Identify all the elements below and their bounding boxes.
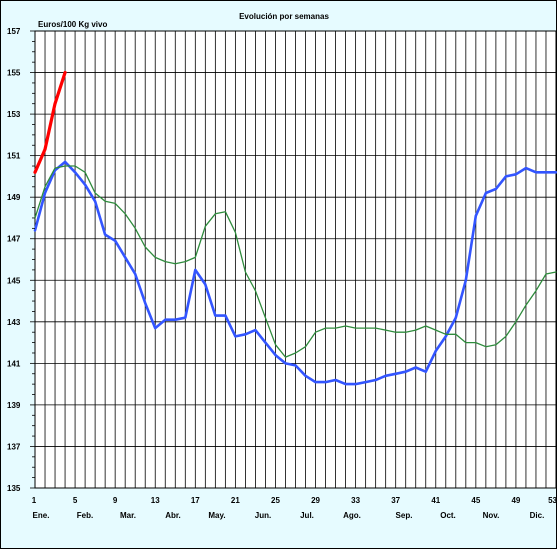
x-tick-label: 45 [471, 496, 480, 505]
month-label: Dic. [530, 511, 545, 520]
month-label: Oct. [440, 511, 456, 520]
y-tick-label: 151 [7, 152, 21, 161]
y-tick-label: 143 [7, 318, 21, 327]
y-tick-label: 135 [7, 484, 21, 493]
month-label: May. [208, 511, 225, 520]
x-tick-label: 25 [271, 496, 280, 505]
x-tick-label: 37 [391, 496, 400, 505]
month-label: Abr. [165, 511, 181, 520]
month-label: Jun. [255, 511, 271, 520]
series-line-3 [34, 165, 557, 358]
chart-title: Evolución por semanas [239, 12, 329, 21]
month-label: Feb. [77, 511, 93, 520]
series-line-2 [33, 160, 557, 386]
series-line-1 [33, 70, 67, 174]
y-tick-label: 137 [7, 442, 21, 451]
y-tick-label: 147 [7, 235, 21, 244]
y-tick-label: 153 [7, 110, 21, 119]
x-tick-label: 17 [191, 496, 200, 505]
month-label: Jul. [300, 511, 314, 520]
x-tick-label: 13 [151, 496, 160, 505]
month-label: Sep. [396, 511, 413, 520]
y-tick-label: 139 [7, 401, 21, 410]
x-tick-label: 41 [431, 496, 440, 505]
month-label: Nov. [483, 511, 500, 520]
y-tick-label: 149 [7, 193, 21, 202]
y-tick-label: 155 [7, 69, 21, 78]
x-tick-label: 1 [32, 496, 37, 505]
x-tick-label: 21 [231, 496, 240, 505]
x-tick-label: 29 [311, 496, 320, 505]
month-label: Ene. [33, 511, 50, 520]
x-tick-label: 33 [351, 496, 360, 505]
x-tick-label: 5 [73, 496, 78, 505]
x-tick-label: 53 [548, 496, 557, 505]
y-tick-label: 157 [7, 27, 21, 36]
y-tick-label: 145 [7, 276, 21, 285]
month-label: Mar. [120, 511, 136, 520]
month-label: Ago. [343, 511, 361, 520]
x-tick-label: 9 [113, 496, 118, 505]
y-tick-label: 141 [7, 359, 21, 368]
y-axis-label: Euros/100 Kg vivo [38, 20, 107, 29]
x-tick-label: 49 [511, 496, 520, 505]
